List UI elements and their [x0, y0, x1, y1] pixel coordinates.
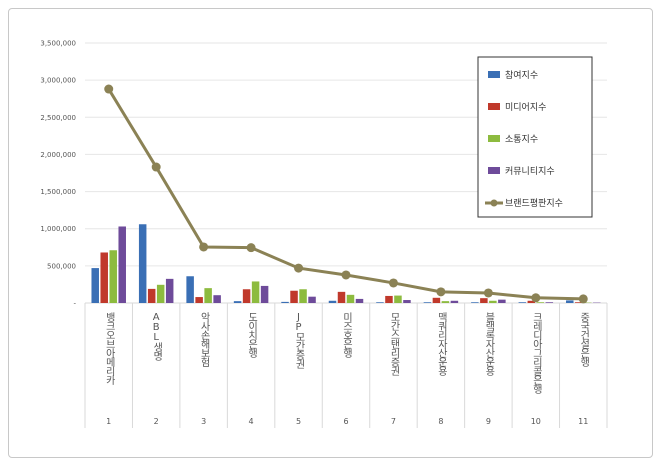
bar-참여지수-6: [328, 300, 337, 303]
bar-소통지수-9: [489, 300, 497, 303]
legend-swatch-소통지수: [488, 135, 500, 142]
bar-소통지수-8: [441, 301, 450, 303]
bar-커뮤니티지수-5: [308, 296, 316, 303]
legend-swatch-커뮤니티지수: [488, 167, 500, 174]
legend-marker: [490, 199, 498, 207]
bar-미디어지수-10: [527, 300, 536, 303]
line-point-1: [104, 84, 114, 94]
legend-swatch-미디어지수: [488, 103, 500, 110]
rank-label: 8: [438, 417, 443, 426]
y-tick-label: -: [73, 300, 76, 308]
bar-미디어지수-3: [195, 297, 203, 303]
legend-label: 브랜드평판지수: [505, 198, 563, 209]
line-point-7: [388, 278, 398, 288]
legend-label: 미디어지수: [505, 102, 546, 113]
category-label: JP모간증권: [293, 312, 305, 369]
bar-미디어지수-1: [100, 252, 108, 303]
bar-커뮤니티지수-4: [260, 285, 269, 303]
line-point-6: [341, 270, 351, 280]
category-label: ABL생명: [151, 312, 163, 361]
bar-커뮤니티지수-3: [213, 295, 221, 303]
bar-참여지수-1: [91, 268, 99, 303]
line-point-9: [483, 288, 493, 298]
bar-참여지수-8: [423, 302, 432, 303]
bar-참여지수-10: [518, 302, 527, 303]
bar-미디어지수-7: [385, 295, 393, 303]
line-point-5: [294, 263, 304, 273]
bar-미디어지수-11: [575, 302, 583, 303]
category-label: 뱅크오브아메리카: [103, 312, 115, 386]
bar-커뮤니티지수-7: [403, 300, 411, 303]
legend-box: [477, 56, 593, 218]
bar-커뮤니티지수-8: [450, 300, 459, 303]
category-label: 모간스탠리증권: [388, 312, 400, 376]
y-tick-label: 3,500,000: [40, 40, 76, 48]
category-label: 크레디아그리콜은행: [530, 312, 542, 394]
legend-label: 소통지수: [505, 134, 538, 145]
bar-소통지수-5: [299, 289, 307, 303]
y-tick-label: 2,000,000: [40, 151, 76, 159]
bar-커뮤니티지수-1: [118, 226, 126, 303]
rank-label: 1: [106, 417, 111, 426]
bar-미디어지수-8: [432, 297, 441, 303]
rank-label: 4: [249, 417, 254, 426]
bar-소통지수-6: [346, 294, 355, 303]
bar-소통지수-2: [156, 284, 165, 303]
rank-label: 6: [343, 417, 348, 426]
line-point-10: [531, 293, 541, 303]
rank-label: 10: [531, 417, 541, 426]
bar-참여지수-5: [281, 301, 289, 303]
bar-미디어지수-5: [290, 290, 298, 303]
line-point-4: [246, 243, 256, 253]
rank-label: 7: [391, 417, 396, 426]
category-label: 맥쿼리자산운용: [435, 312, 447, 376]
y-tick-label: 3,000,000: [40, 77, 76, 85]
bar-참여지수-7: [376, 302, 384, 303]
category-label: 도이치은행: [246, 312, 258, 358]
bar-커뮤니티지수-10: [545, 302, 554, 303]
rank-label: 3: [201, 417, 206, 426]
bar-미디어지수-4: [242, 289, 251, 303]
line-point-8: [436, 287, 446, 297]
bar-커뮤니티지수-2: [165, 278, 174, 303]
category-label: 블랙록자산운용: [483, 312, 495, 376]
bar-소통지수-10: [536, 302, 545, 303]
category-label: 미즈호은행: [341, 312, 353, 358]
bar-소통지수-7: [394, 295, 402, 303]
bar-참여지수-4: [233, 301, 242, 303]
y-tick-label: 1,000,000: [40, 225, 76, 233]
bar-소통지수-1: [109, 250, 117, 303]
category-label: 악사손해보험: [198, 312, 210, 367]
bar-커뮤니티지수-9: [498, 299, 506, 303]
rank-label: 2: [154, 417, 159, 426]
bar-미디어지수-2: [147, 288, 156, 303]
y-tick-label: 1,500,000: [40, 188, 76, 196]
rank-label: 9: [486, 417, 491, 426]
legend-swatch-참여지수: [488, 71, 500, 78]
y-tick-label: 2,500,000: [40, 114, 76, 122]
bar-미디어지수-6: [337, 291, 346, 303]
bar-미디어지수-9: [480, 298, 488, 303]
bar-참여지수-2: [138, 224, 147, 303]
line-point-3: [199, 242, 209, 252]
bar-참여지수-11: [566, 300, 574, 303]
rank-label: 5: [296, 417, 301, 426]
bar-참여지수-3: [186, 276, 194, 303]
bar-소통지수-4: [251, 281, 260, 303]
bar-커뮤니티지수-6: [355, 298, 364, 303]
legend-label: 참여지수: [505, 69, 538, 81]
bar-참여지수-9: [471, 302, 479, 303]
rank-label: 11: [578, 417, 588, 426]
legend-label: 커뮤니티지수: [505, 166, 555, 177]
line-point-11: [578, 294, 588, 304]
category-label: 중국건설은행: [578, 312, 590, 367]
bar-소통지수-3: [204, 288, 212, 303]
line-point-2: [151, 162, 161, 172]
y-tick-label: 500,000: [47, 262, 76, 270]
